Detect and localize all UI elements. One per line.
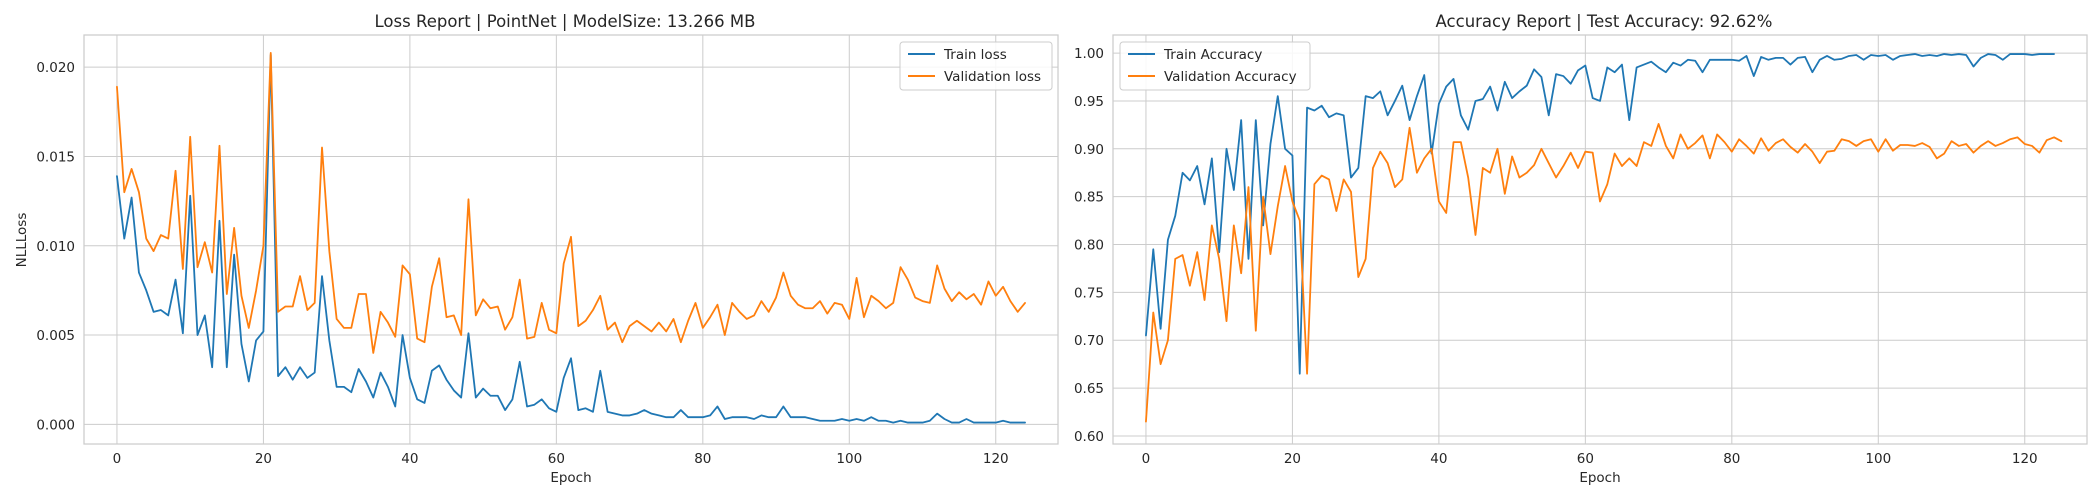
loss-series-line-train [116,53,1026,424]
accuracy-series-line-train [1145,53,2055,375]
accuracy-chart: Accuracy Report | Test Accuracy: 92.62% … [1074,12,2088,486]
loss-y-axis-label: NLLLoss [14,213,30,268]
loss-plot-frame [83,34,1059,445]
loss-x-axis-label: Epoch [550,470,591,486]
accuracy-y-tick-label: 0.95 [1074,94,1104,110]
accuracy-x-tick-label: 100 [1865,451,1891,467]
accuracy-x-tick-label: 60 [1577,451,1594,467]
loss-series [116,51,1026,424]
loss-x-tick-label: 80 [694,451,711,467]
accuracy-legend-label-train: Train Accuracy [1163,47,1262,63]
accuracy-y-tick-label: 0.85 [1074,190,1104,206]
loss-y-tick-label: 0.020 [36,60,75,76]
accuracy-y-tick-label: 1.00 [1074,46,1104,62]
accuracy-tick-labels: 0 20 40 60 80 100 120 0.60 0.65 0.70 0.75 0.80 0.85 0… [1074,46,2038,467]
loss-tick-labels: 0 20 40 60 80 100 120 0.000 0.005 0.010 0.015 0.020 [36,60,1008,467]
accuracy-y-tick-label: 0.80 [1074,238,1104,254]
accuracy-grid [1113,35,2087,444]
loss-x-tick-label: 20 [255,451,272,467]
accuracy-x-axis-label: Epoch [1579,470,1620,486]
loss-legend-label-validation: Validation loss [944,69,1041,85]
accuracy-y-tick-label: 0.75 [1074,285,1104,301]
accuracy-series [1145,53,2063,423]
loss-x-tick-label: 60 [548,451,565,467]
loss-legend: Train loss Validation loss [899,41,1053,91]
accuracy-legend-box [1119,41,1311,91]
loss-chart: Loss Report | PointNet | ModelSize: 13.2… [14,12,1059,486]
accuracy-legend-label-validation: Validation Accuracy [1164,69,1297,85]
loss-y-tick-label: 0.000 [36,417,75,433]
loss-series-line-validation [116,51,1026,354]
accuracy-legend: Train Accuracy Validation Accuracy [1119,41,1311,91]
loss-x-tick-label: 100 [836,451,862,467]
accuracy-x-tick-label: 40 [1430,451,1447,467]
accuracy-x-tick-label: 80 [1723,451,1740,467]
loss-legend-box [899,41,1053,91]
accuracy-y-tick-label: 0.70 [1074,333,1104,349]
loss-x-tick-label: 0 [113,451,122,467]
loss-chart-title: Loss Report | PointNet | ModelSize: 13.2… [375,12,756,31]
accuracy-plot-frame [1112,34,2088,445]
loss-x-tick-label: 40 [401,451,418,467]
accuracy-y-tick-label: 0.65 [1074,381,1104,397]
accuracy-y-tick-label: 0.60 [1074,429,1104,445]
accuracy-x-tick-label: 20 [1284,451,1301,467]
loss-legend-label-train: Train loss [943,47,1007,63]
accuracy-chart-title: Accuracy Report | Test Accuracy: 92.62% [1436,12,1773,31]
loss-x-tick-label: 120 [983,451,1009,467]
accuracy-y-tick-label: 0.90 [1074,142,1104,158]
loss-y-tick-label: 0.015 [36,149,75,165]
loss-y-tick-label: 0.010 [36,239,75,255]
accuracy-series-line-validation [1145,123,2063,423]
accuracy-x-tick-label: 0 [1142,451,1151,467]
loss-y-tick-label: 0.005 [36,328,75,344]
loss-grid [84,35,1058,444]
accuracy-x-tick-label: 120 [2012,451,2038,467]
